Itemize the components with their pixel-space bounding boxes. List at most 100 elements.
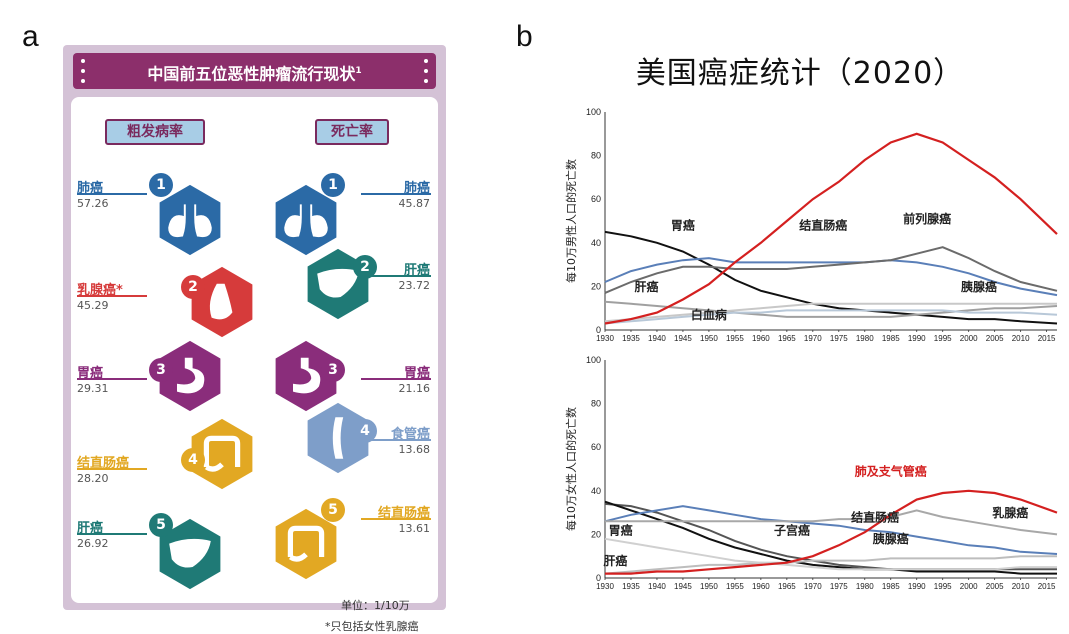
incidence-value-3: 29.31 [77, 382, 109, 395]
mortality-value-4: 13.68 [398, 443, 431, 456]
series-label: 肝癌 [603, 553, 627, 568]
y-tick-label: 80 [591, 151, 601, 161]
incidence-value-1: 57.26 [77, 197, 109, 210]
incidence-name-3: 胃癌 [77, 366, 104, 381]
mortality-name-4: 食管癌 [390, 427, 430, 442]
incidence-name-4: 结直肠癌 [77, 456, 130, 471]
x-tick-label: 1935 [622, 582, 640, 591]
incidence-rank-3: 3 [149, 358, 173, 382]
incidence-rank-4: 4 [181, 448, 205, 472]
incidence-name-5: 肝癌 [77, 521, 104, 536]
x-tick-label: 1965 [778, 334, 796, 343]
series-line [604, 537, 1057, 571]
liver-icon [159, 518, 221, 590]
x-tick-label: 1965 [778, 582, 796, 591]
incidence-header: 粗发病率 [105, 119, 205, 145]
series-line [604, 555, 1057, 575]
x-tick-label: 1930 [596, 334, 614, 343]
x-tick-label: 1970 [804, 582, 822, 591]
x-tick-label: 1960 [752, 582, 770, 591]
series-line [604, 302, 1057, 323]
x-tick-label: 1995 [934, 334, 952, 343]
incidence-name-2: 乳腺癌* [77, 283, 123, 298]
x-tick-label: 1995 [934, 582, 952, 591]
x-tick-label: 1985 [882, 582, 900, 591]
mortality-name-3: 胃癌 [403, 366, 430, 381]
connector-line [361, 378, 431, 380]
series-label: 前列腺癌 [903, 211, 951, 226]
incidence-rank-2: 2 [181, 275, 205, 299]
x-tick-label: 1975 [830, 582, 848, 591]
series-label: 胃癌 [671, 218, 695, 233]
y-tick-label: 100 [586, 107, 601, 117]
china-cancer-infographic: 中国前五位恶性肿瘤流行现状1 粗发病率 死亡率 肺癌 57.26 1 乳腺癌* 45.2… [63, 45, 446, 633]
x-tick-label: 1970 [804, 334, 822, 343]
x-tick-label: 2015 [1038, 582, 1056, 591]
series-label: 结直肠癌 [799, 218, 847, 233]
stomach-icon [159, 340, 221, 412]
infographic-title-sup: 1 [355, 66, 362, 76]
series-line [604, 246, 1058, 294]
series-label: 胰腺癌 [873, 531, 909, 546]
x-tick-label: 1955 [726, 334, 744, 343]
colon-icon [275, 508, 337, 580]
incidence-rank-1: 1 [149, 173, 173, 197]
series-label: 肺及支气管癌 [855, 464, 927, 479]
connector-line [77, 468, 147, 470]
panel-letter-b: b [516, 20, 533, 53]
connector-line [77, 533, 147, 535]
x-tick-label: 2000 [960, 334, 978, 343]
mortality-rank-4: 4 [353, 419, 377, 443]
mortality-name-1: 肺癌 [403, 181, 430, 196]
y-axis-label-2: 每10万女性人口的死亡数 [564, 407, 578, 531]
infographic-title-banner: 中国前五位恶性肿瘤流行现状1 [73, 53, 436, 89]
incidence-name-1: 肺癌 [77, 181, 104, 196]
incidence-value-4: 28.20 [77, 472, 109, 485]
mortality-rank-3: 3 [321, 358, 345, 382]
incidence-value-5: 26.92 [77, 537, 109, 550]
mortality-header: 死亡率 [315, 119, 389, 145]
series-label: 子宫癌 [774, 522, 810, 537]
infographic-body: 粗发病率 死亡率 肺癌 57.26 1 乳腺癌* 45.29 2 胃癌 29.31 3 结直肠癌 2… [71, 97, 438, 633]
series-label: 乳腺癌 [992, 505, 1028, 520]
y-tick-label: 80 [591, 399, 601, 409]
connector-line [77, 193, 147, 195]
mortality-rank-5: 5 [321, 498, 345, 522]
panel-letter-a: a [22, 20, 39, 53]
connector-line [361, 518, 431, 520]
mortality-value-5: 13.61 [398, 522, 431, 535]
lung-icon [275, 184, 337, 256]
breast-icon [191, 266, 253, 338]
connector-line [77, 295, 147, 297]
x-tick-label: 1980 [856, 582, 874, 591]
x-tick-label: 1990 [908, 582, 926, 591]
x-tick-label: 1945 [674, 582, 692, 591]
series-line [604, 505, 1058, 555]
y-tick-label: 40 [591, 486, 601, 496]
esophagus-icon [307, 402, 369, 474]
x-tick-label: 1990 [908, 334, 926, 343]
connector-line [361, 275, 431, 277]
series-line [604, 132, 1058, 325]
connector-line [361, 439, 431, 441]
x-tick-label: 1940 [648, 582, 666, 591]
connector-line [77, 378, 147, 380]
unit-note: 单位：1/10万 [341, 599, 410, 612]
stomach-icon [275, 340, 337, 412]
series-line [604, 230, 1058, 325]
x-tick-label: 1945 [674, 334, 692, 343]
mortality-value-2: 23.72 [398, 279, 431, 292]
y-tick-label: 60 [591, 194, 601, 204]
x-tick-label: 1955 [726, 582, 744, 591]
y-tick-label: 0 [596, 573, 601, 583]
incidence-rank-5: 5 [149, 513, 173, 537]
incidence-value-2: 45.29 [77, 299, 109, 312]
y-axis-label-1: 每10万男性人口的死亡数 [564, 159, 578, 283]
mortality-rank-1: 1 [321, 173, 345, 197]
x-tick-label: 2010 [1012, 334, 1030, 343]
series-line [605, 509, 1058, 536]
infographic-title: 中国前五位恶性肿瘤流行现状 [147, 64, 356, 84]
series-label: 胰腺癌 [961, 279, 997, 294]
series-line [604, 500, 1057, 575]
x-tick-label: 2000 [960, 582, 978, 591]
